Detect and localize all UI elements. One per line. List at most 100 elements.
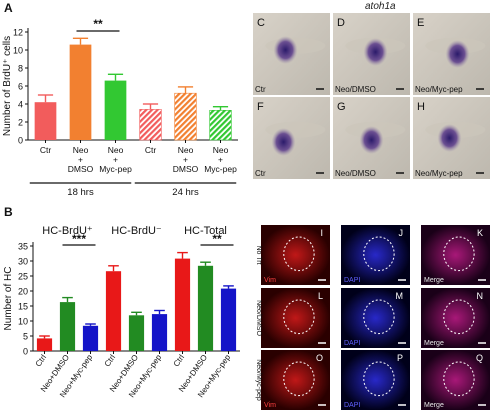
atoh1a-signal [437, 124, 462, 152]
panel-caption: Vim [264, 402, 276, 409]
y-tick-label: 2 [18, 118, 23, 128]
bar [174, 92, 197, 141]
x-tick-label-line: DMSO [173, 164, 199, 174]
x-tick-label-line: + [113, 155, 118, 165]
y-tick-label: 12 [13, 28, 23, 38]
x-tick-label-line: Neo [213, 145, 229, 155]
neuromast-outline [283, 236, 315, 272]
fluorescence-image [421, 225, 490, 285]
panel-letter: G [337, 101, 346, 113]
fluorescence-image [261, 350, 330, 410]
x-tick-label-line: + [78, 155, 83, 165]
x-tick-label: Ctrl [172, 353, 187, 369]
panel-letter: I [320, 228, 323, 238]
bar [104, 80, 127, 140]
y-tick-label: 4 [18, 100, 23, 110]
group-label: HC-BrdU⁻ [111, 225, 162, 237]
y-tick-label: 8 [18, 64, 23, 74]
panel-caption: Merge [424, 277, 444, 284]
group-label: 18 hrs [67, 187, 94, 198]
neuromast-outline [283, 361, 315, 397]
panel-letter: Q [476, 353, 483, 363]
y-tick-label: 10 [13, 46, 23, 56]
y-tick-label: 5 [23, 332, 28, 342]
y-tick-label: 30 [18, 257, 28, 267]
y-tick-label: 20 [18, 287, 28, 297]
x-tick-label-line: + [218, 155, 223, 165]
bar [197, 265, 214, 351]
bar [220, 288, 237, 351]
panel-letter: K [477, 228, 483, 238]
micrograph-panels: atoh1a C Ctr D Neo/DMSO E Neo/Myc-pep 18 hrs F C… [250, 0, 500, 417]
panel-caption: DAPI [344, 277, 360, 284]
x-tick-label-line: DMSO [68, 164, 94, 174]
bar [151, 314, 168, 351]
panel-letter: M [396, 291, 404, 301]
y-axis-label: Number of BrdU⁺ cells [2, 36, 13, 136]
neuromast-outline [363, 361, 395, 397]
y-tick-label: 35 [18, 242, 28, 252]
fluorescence-image [421, 288, 490, 348]
atoh1a-signal [363, 38, 388, 66]
x-tick-label: Ctrl [34, 353, 49, 369]
x-tick-label-line: Myc-pep [204, 164, 237, 174]
y-tick-label: 6 [18, 82, 23, 92]
fluorescence-image [341, 350, 410, 410]
neuromast-outline [443, 361, 475, 397]
significance-label: ** [212, 232, 222, 246]
panel-letter: H [417, 101, 425, 113]
x-tick-label: Ctr [145, 145, 157, 155]
neuromast-outline [363, 236, 395, 272]
x-tick-label-line: + [183, 155, 188, 165]
y-tick-label: 15 [18, 302, 28, 312]
panel-letter: F [257, 101, 264, 113]
panel-letter: J [399, 228, 404, 238]
x-tick-label: Ctrl [103, 353, 118, 369]
atoh1a-signal [271, 128, 296, 156]
panel-caption: Neo/Myc-pep [415, 169, 463, 178]
panel-letter: O [316, 353, 323, 363]
fluorescence-image [341, 288, 410, 348]
bar [209, 110, 232, 141]
bar [69, 44, 92, 140]
panel-caption: Merge [424, 402, 444, 409]
row-label: 24 hrs [498, 125, 500, 151]
panel-caption: Neo/Myc-pep [415, 85, 463, 94]
atoh1a-signal [273, 36, 298, 64]
micrograph-title: atoh1a [365, 1, 396, 12]
x-tick-label-line: Neo [108, 145, 124, 155]
row-label: No Trt [255, 245, 262, 264]
row-label: 18 hrs [498, 41, 500, 67]
fluorescence-image [421, 350, 490, 410]
atoh1a-signal [359, 126, 384, 154]
neuromast-outline [283, 299, 315, 335]
x-tick-label-line: Ctr [40, 145, 52, 155]
x-tick-label: Neo+DMSO [173, 145, 199, 174]
panel-caption: Ctr [255, 85, 266, 94]
y-tick-label: 0 [18, 136, 23, 146]
fluorescence-image [341, 225, 410, 285]
panel-label-a: A [4, 1, 13, 15]
bar [36, 338, 53, 351]
x-tick-label-line: Neo [178, 145, 194, 155]
group-label: HC-BrdU⁺ [42, 225, 93, 237]
x-tick-label: Neo+DMSO [68, 145, 94, 174]
y-tick-label: 10 [18, 317, 28, 327]
panel-caption: DAPI [344, 340, 360, 347]
significance-label: ** [93, 17, 103, 31]
row-label: Neo/Myc-pep [255, 359, 262, 401]
bar [174, 258, 191, 351]
bar [128, 315, 145, 351]
panel-caption: Neo/DMSO [335, 85, 376, 94]
panel-letter: D [337, 17, 345, 29]
panel-caption: Neo/DMSO [335, 169, 376, 178]
y-tick-label: 25 [18, 272, 28, 282]
bar [82, 325, 99, 351]
micrograph-images: C Ctr D Neo/DMSO E Neo/Myc-pep 18 hrs F Ctr G Neo/… [253, 13, 500, 410]
bar [59, 302, 76, 351]
row-label: Neo/DMSO [255, 300, 262, 336]
group-label: HC-Total [184, 225, 227, 237]
x-tick-label: Neo+Myc-pep [99, 145, 132, 174]
